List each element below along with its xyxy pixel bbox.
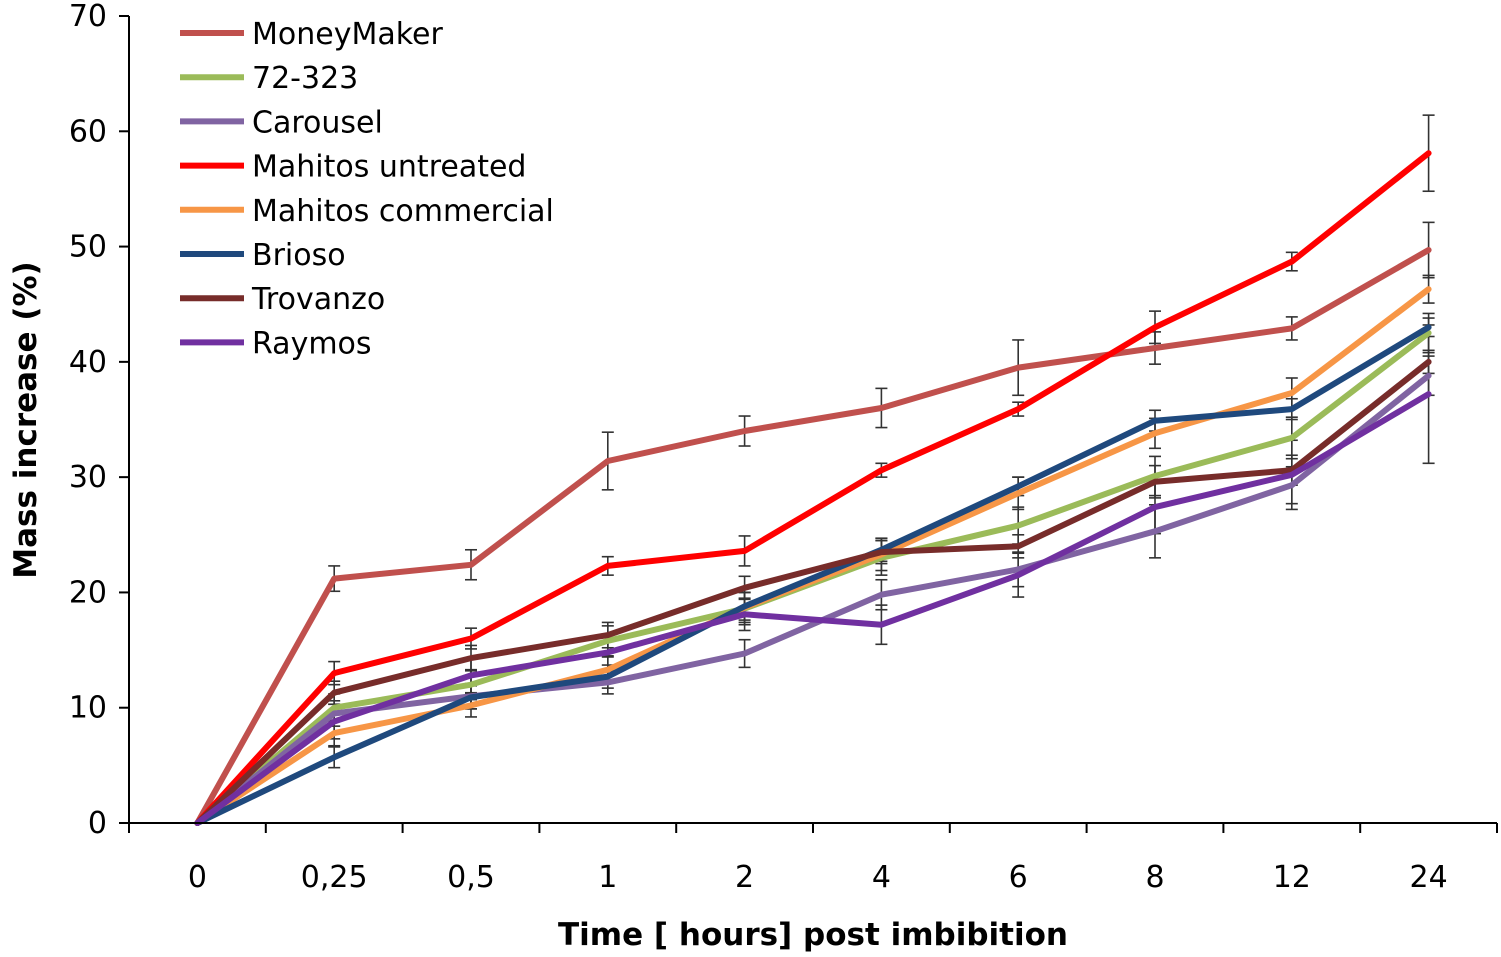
series-line-mahitos-untreated: [194, 150, 1432, 826]
x-axis-ticks: 0 0,25 0,5 1 2 4 6 8 12 24: [128, 823, 1498, 895]
y-tick-label: 70: [69, 0, 107, 34]
x-tick-label: 6: [1009, 860, 1028, 895]
legend-label: MoneyMaker: [252, 17, 443, 52]
series-line-carousel: [194, 372, 1432, 826]
y-tick-label: 30: [69, 460, 107, 495]
legend-label: Raymos: [252, 326, 372, 361]
legend-item: MoneyMaker: [180, 17, 443, 52]
legend-label: Mahitos commercial: [252, 194, 554, 229]
x-tick-label: 8: [1145, 860, 1164, 895]
legend-item: Mahitos untreated: [180, 150, 526, 185]
y-tick-label: 50: [69, 230, 107, 265]
legend-item: Carousel: [180, 105, 383, 140]
y-tick-label: 10: [69, 691, 107, 726]
x-tick-label: 0,5: [447, 860, 495, 895]
x-tick-label: 24: [1410, 860, 1448, 895]
legend: MoneyMaker 72-323 Carousel Mahitos untreate…: [180, 17, 554, 361]
x-tick-label: 0: [188, 860, 207, 895]
y-tick-label: 0: [88, 806, 107, 841]
legend-label: Carousel: [252, 105, 383, 140]
legend-label: 72-323: [252, 61, 358, 96]
series-line-moneymaker: [194, 247, 1432, 826]
series-line-brioso: [194, 324, 1432, 826]
series-line-trovanzo: [194, 358, 1432, 826]
y-axis-title: Mass increase (%): [8, 261, 44, 578]
legend-item: 72-323: [180, 61, 358, 96]
y-tick-label: 20: [69, 575, 107, 610]
x-tick-label: 2: [735, 860, 754, 895]
series-line-mahitos-commercial: [194, 286, 1432, 826]
series-line-raymos: [194, 391, 1432, 826]
legend-label: Trovanzo: [251, 282, 385, 317]
x-axis-title: Time [ hours] post imbibition: [558, 917, 1068, 953]
legend-label: Mahitos untreated: [252, 150, 526, 185]
y-tick-label: 40: [69, 345, 107, 380]
legend-label: Brioso: [252, 238, 346, 273]
x-tick-label: 1: [598, 860, 617, 895]
legend-item: Brioso: [180, 238, 346, 273]
y-tick-label: 60: [69, 114, 107, 149]
x-tick-label: 4: [872, 860, 891, 895]
legend-item: Raymos: [180, 326, 372, 361]
x-tick-label: 0,25: [301, 860, 368, 895]
series-lines: [194, 150, 1432, 826]
y-axis-ticks: 0 10 20 30 40 50 60 70: [69, 0, 129, 841]
x-tick-label: 12: [1273, 860, 1311, 895]
legend-item: Trovanzo: [180, 282, 385, 317]
legend-item: Mahitos commercial: [180, 194, 554, 229]
